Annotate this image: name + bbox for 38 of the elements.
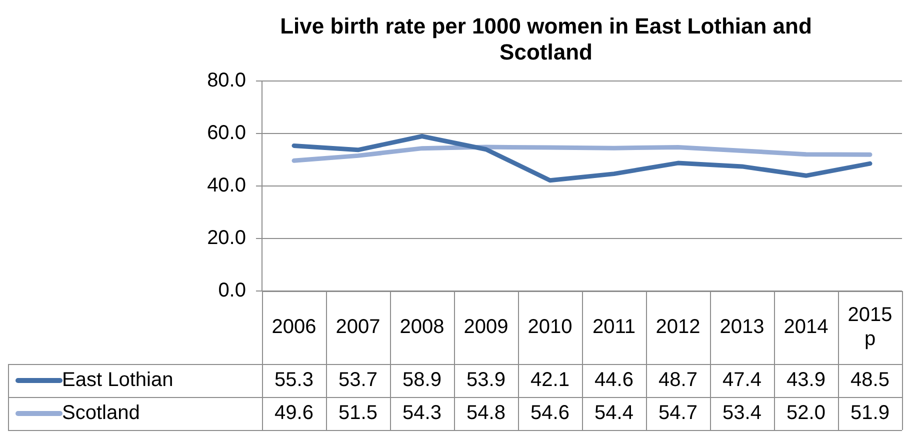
data-label: 49.6 xyxy=(274,402,314,424)
y-tick-label: 80.0 xyxy=(207,69,246,92)
x-tick-label: 2012 xyxy=(656,316,700,338)
data-label: 51.5 xyxy=(338,402,378,424)
x-tick-label: 2008 xyxy=(400,316,444,338)
data-label: 53.9 xyxy=(466,369,506,392)
x-tick-label: 2007 xyxy=(336,316,380,338)
data-label: 54.3 xyxy=(402,402,442,424)
chart-title: Live birth rate per 1000 women in East Lothian and Scotland xyxy=(280,13,812,65)
data-label: 48.5 xyxy=(850,369,890,392)
x-tick-label: 2014 xyxy=(784,316,828,338)
x-tick-label: 2009 xyxy=(464,316,508,338)
data-label: 54.6 xyxy=(530,402,570,424)
data-label: 44.6 xyxy=(594,369,634,392)
data-label: 54.8 xyxy=(466,402,506,424)
data-label: 55.3 xyxy=(274,369,314,392)
x-tick-label: 2013 xyxy=(720,316,764,338)
data-label: 54.7 xyxy=(658,402,698,424)
data-label: 52.0 xyxy=(786,402,826,424)
data-label: 58.9 xyxy=(402,369,442,392)
data-label: 53.4 xyxy=(722,402,762,424)
y-tick-label: 40.0 xyxy=(207,174,246,196)
data-label: 43.9 xyxy=(786,369,826,392)
legend-label: East Lothian xyxy=(62,369,174,392)
data-label: 54.4 xyxy=(594,402,634,424)
x-tick-label: 2015 p xyxy=(848,304,892,350)
data-label: 42.1 xyxy=(530,369,570,392)
x-tick-label: 2006 xyxy=(272,316,316,338)
data-label: 53.7 xyxy=(338,369,378,392)
x-tick-label: 2010 xyxy=(528,316,572,338)
data-label: 51.9 xyxy=(850,402,890,424)
x-tick-label: 2011 xyxy=(592,316,636,338)
y-tick-label: 60.0 xyxy=(207,122,246,144)
legend-label: Scotland xyxy=(62,402,140,424)
data-label: 47.4 xyxy=(722,369,762,392)
y-tick-label: 0.0 xyxy=(218,280,246,302)
data-label: 48.7 xyxy=(658,369,698,392)
y-tick-label: 20.0 xyxy=(207,226,246,249)
